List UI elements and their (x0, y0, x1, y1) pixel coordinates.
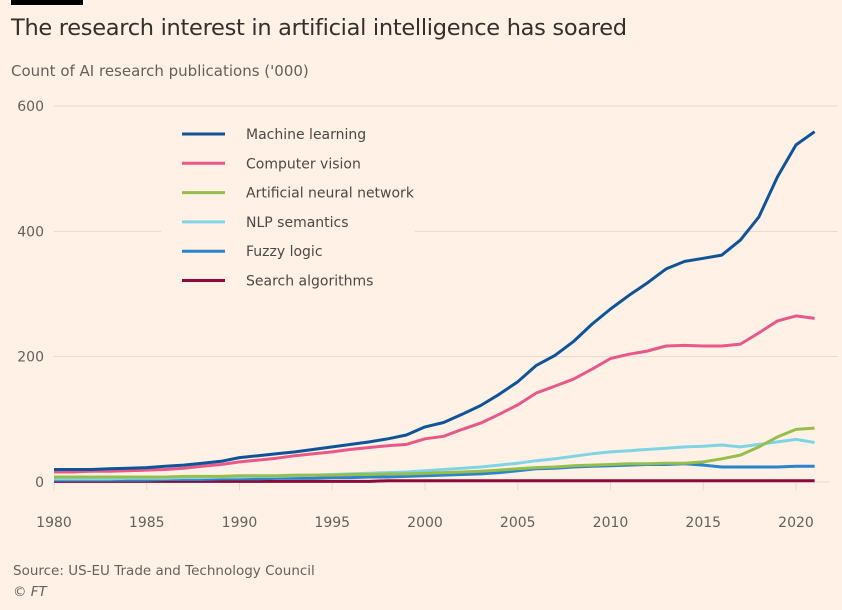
copyright-owner: FT (30, 584, 47, 600)
y-tick-label: 0 (35, 475, 44, 491)
x-tick-label: 1985 (129, 515, 165, 531)
x-axis-ticks: 1980 1985 1990 1995 2000 2005 2010 2015 2020 (36, 482, 814, 531)
x-tick-label: 1990 (222, 515, 258, 531)
series-line-machine-learning (54, 130, 816, 471)
chart-subtitle: Count of AI research publications ('000) (11, 62, 309, 80)
legend-label: Fuzzy logic (246, 244, 323, 260)
legend-label: Artificial neural network (246, 186, 415, 202)
x-tick-label: 2000 (407, 515, 443, 531)
chart-title: The research interest in artificial inte… (11, 15, 627, 41)
legend-label: Machine learning (246, 127, 366, 143)
copyright-note: © FT (13, 584, 47, 600)
y-axis-ticks: 0 200 400 600 (17, 99, 44, 491)
ft-brand-bar (11, 0, 83, 5)
copyright-symbol: © (13, 584, 27, 600)
series-lines (54, 130, 816, 483)
x-tick-label: 1980 (36, 515, 72, 531)
series-line-artificial-neural-network (54, 426, 815, 479)
x-tick-label: 2020 (778, 515, 814, 531)
legend-label: Computer vision (246, 156, 361, 172)
x-tick-label: 1995 (314, 515, 350, 531)
series-line-search-algorithms (54, 479, 815, 483)
source-note: Source: US-EU Trade and Technology Counc… (13, 563, 315, 579)
y-tick-label: 200 (17, 350, 44, 366)
y-tick-label: 400 (17, 224, 44, 240)
x-tick-label: 2010 (593, 515, 629, 531)
legend-label: NLP semantics (246, 215, 349, 231)
legend-label: Search algorithms (246, 274, 373, 290)
legend: Machine learning Computer vision Artificia… (161, 118, 415, 298)
series-line-computer-vision (54, 314, 815, 474)
y-tick-label: 600 (17, 99, 44, 115)
x-tick-label: 2005 (500, 515, 536, 531)
legend-background (161, 118, 415, 298)
x-tick-label: 2015 (685, 515, 721, 531)
